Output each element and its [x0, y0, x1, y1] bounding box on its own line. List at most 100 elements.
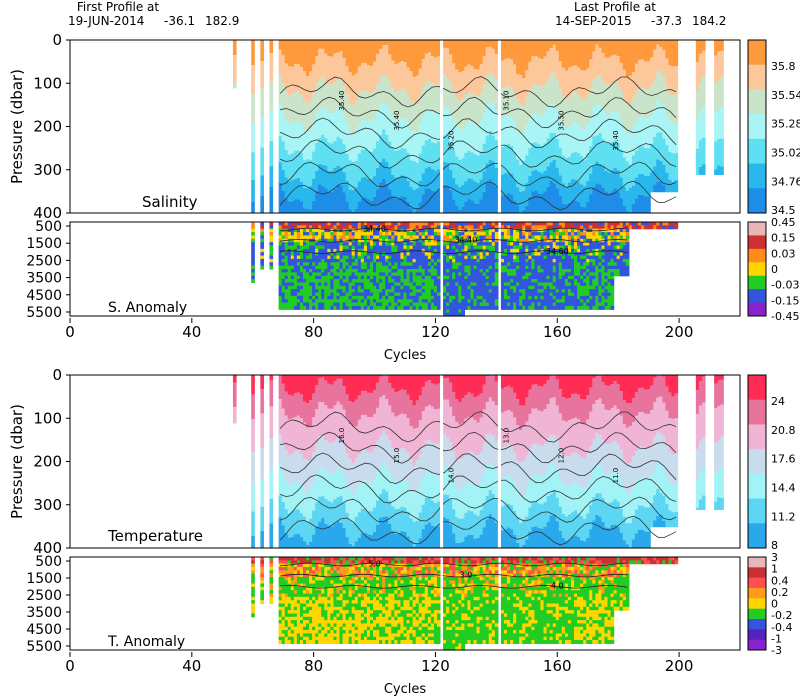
profile-band	[491, 435, 496, 466]
anomaly-cell	[567, 228, 572, 233]
profile-band	[717, 40, 721, 52]
anomaly-cell	[558, 262, 563, 267]
anomaly-cell	[525, 225, 529, 230]
anomaly-cell	[589, 225, 593, 230]
anomaly-cell	[284, 265, 289, 270]
profile-band	[306, 188, 310, 210]
profile-band	[351, 211, 356, 213]
anomaly-cell	[491, 242, 496, 247]
anomaly-cell	[531, 305, 536, 310]
anomaly-cell	[412, 285, 417, 290]
anomaly-cell	[546, 292, 551, 297]
profile-band	[583, 128, 587, 161]
anomaly-cell	[315, 285, 319, 290]
anomaly-cell	[604, 252, 609, 257]
anomaly-cell	[494, 228, 499, 233]
profile-band	[519, 461, 523, 498]
anomaly-cell	[342, 255, 347, 260]
anomaly-cell	[336, 279, 341, 284]
anomaly-cell	[345, 222, 350, 226]
profile-band	[528, 118, 532, 149]
anomaly-cell	[397, 302, 402, 307]
anomaly-cell	[391, 232, 395, 237]
anomaly-cell	[400, 255, 405, 260]
profile-band	[330, 56, 335, 85]
profile-band	[391, 60, 395, 89]
anomaly-cell	[567, 225, 572, 230]
anomaly-cell	[315, 258, 319, 263]
profile-band	[525, 421, 529, 455]
anomaly-cell	[485, 232, 490, 237]
anomaly-cell	[385, 299, 389, 304]
anomaly-cell	[391, 228, 395, 233]
profile-band	[555, 40, 560, 52]
anomaly-cell	[424, 292, 429, 297]
anomaly-cell	[546, 232, 551, 237]
anomaly-cell	[583, 285, 587, 290]
profile-band	[567, 96, 572, 128]
anomaly-cell	[564, 289, 569, 294]
profile-band	[376, 82, 380, 113]
profile-band	[595, 183, 599, 213]
anomaly-cell	[561, 282, 566, 287]
anomaly-cell	[525, 295, 529, 300]
anomaly-cell	[430, 262, 435, 267]
anomaly-cell	[345, 299, 350, 304]
profile-band	[613, 499, 618, 525]
anomaly-cell	[534, 272, 539, 277]
anomaly-cell	[348, 289, 353, 294]
profile-band	[391, 478, 395, 507]
profile-band	[604, 191, 609, 213]
anomaly-cell	[558, 295, 563, 300]
anomaly-cell	[321, 235, 325, 240]
anomaly-cell	[436, 285, 441, 290]
profile-band	[403, 89, 408, 119]
profile-band	[546, 51, 551, 80]
profile-band	[251, 40, 255, 66]
anomaly-cell	[583, 262, 587, 267]
anomaly-cell	[302, 285, 307, 290]
profile-band	[278, 495, 283, 518]
anomaly-cell	[473, 222, 478, 226]
anomaly-cell	[324, 235, 328, 240]
anomaly-cell	[619, 235, 624, 240]
profile-band	[653, 495, 657, 521]
anomaly-cell	[403, 232, 408, 237]
anomaly-cell	[284, 262, 289, 267]
anomaly-cell	[595, 299, 599, 304]
profile-band	[567, 420, 572, 457]
anomaly-cell	[543, 222, 548, 226]
profile-band	[470, 152, 475, 180]
anomaly-cell	[561, 258, 566, 263]
anomaly-cell	[595, 279, 599, 284]
profile-band	[354, 490, 359, 517]
anomaly-cell	[318, 282, 322, 287]
profile-band	[482, 502, 487, 528]
profile-band	[479, 393, 484, 418]
profile-band	[373, 61, 377, 90]
anomaly-cell	[302, 228, 307, 233]
anomaly-cell	[485, 289, 490, 294]
anomaly-cell	[290, 255, 295, 260]
anomaly-cell	[424, 299, 429, 304]
profile-band	[595, 135, 599, 162]
profile-band	[488, 463, 493, 491]
anomaly-cell	[391, 279, 395, 284]
anomaly-cell	[385, 235, 389, 240]
profile-band	[321, 435, 325, 468]
anomaly-cell	[473, 258, 478, 263]
profile-band	[452, 481, 456, 510]
profile-band	[461, 398, 465, 424]
profile-band	[430, 190, 435, 213]
anomaly-cell	[622, 238, 627, 243]
anomaly-cell	[388, 295, 392, 300]
profile-band	[430, 442, 435, 474]
anomaly-cell	[327, 272, 331, 277]
anomaly-cell	[446, 292, 450, 297]
anomaly-cell	[604, 235, 609, 240]
anomaly-cell	[607, 235, 612, 240]
profile-band	[491, 183, 496, 213]
anomaly-cell	[455, 242, 459, 247]
profile-band	[373, 118, 377, 149]
profile-band	[574, 121, 578, 152]
